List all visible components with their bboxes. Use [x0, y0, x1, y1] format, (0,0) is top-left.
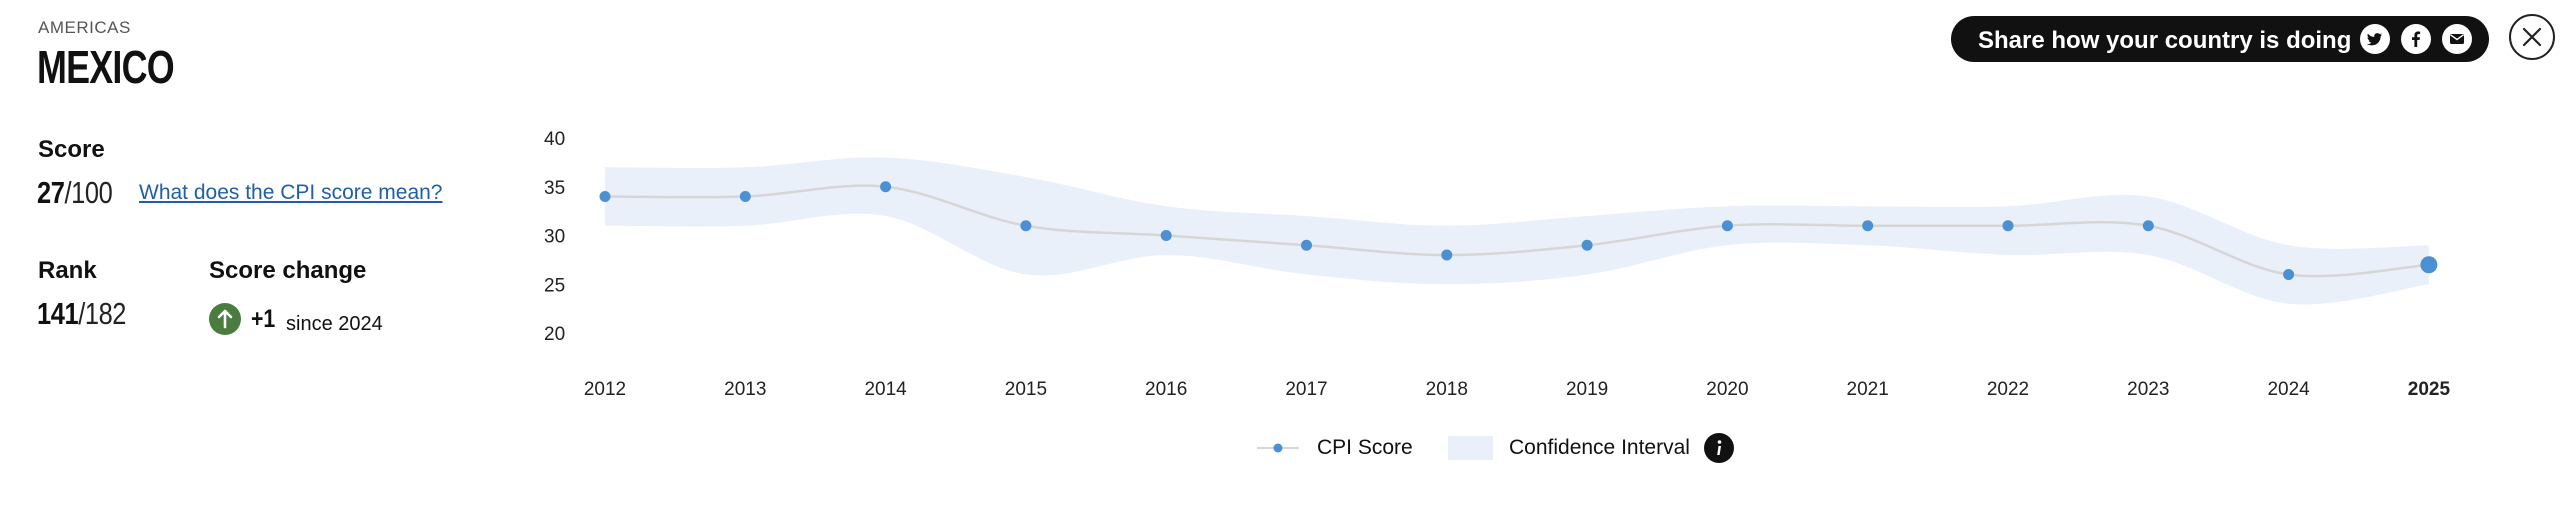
score-change-since: since 2024 — [286, 313, 383, 335]
x-tick-2018: 2018 — [1426, 379, 1468, 400]
data-point-2015[interactable] — [1020, 220, 1032, 232]
confidence-interval-band — [605, 157, 2429, 305]
data-point-2017[interactable] — [1301, 239, 1312, 251]
x-tick-2024: 2024 — [2267, 379, 2310, 400]
arrow-up-icon — [209, 303, 241, 335]
y-tick-35: 35 — [544, 178, 565, 199]
data-point-2013[interactable] — [739, 191, 751, 202]
x-tick-2015: 2015 — [1005, 379, 1047, 400]
y-tick-25: 25 — [544, 275, 565, 296]
data-point-2025[interactable] — [2420, 256, 2438, 274]
score-change-label: Score change — [209, 257, 367, 284]
country-title: MEXICO — [37, 41, 175, 93]
score-change-value: +1 — [251, 305, 276, 333]
cpi-score-meaning-link[interactable]: What does the CPI score mean? — [139, 181, 443, 204]
region-label: AMERICAS — [38, 18, 131, 37]
data-point-2021[interactable] — [1862, 220, 1874, 232]
data-point-2020[interactable] — [1721, 220, 1733, 232]
y-tick-30: 30 — [544, 227, 565, 248]
x-tick-2022: 2022 — [1987, 379, 2029, 400]
twitter-icon[interactable] — [2360, 24, 2390, 54]
y-tick-40: 40 — [544, 129, 565, 150]
x-tick-2013: 2013 — [724, 379, 766, 400]
x-tick-2025: 2025 — [2408, 379, 2451, 400]
share-bar: Share how your country is doing — [1951, 16, 2489, 62]
x-tick-2014: 2014 — [864, 379, 907, 400]
legend-score-label: CPI Score — [1317, 436, 1413, 459]
score-number: 27 — [37, 175, 65, 210]
rank-label: Rank — [38, 257, 97, 284]
data-point-2022[interactable] — [2002, 220, 2014, 232]
rank-value: 141/182 — [37, 296, 126, 332]
share-label: Share how your country is doing — [1978, 27, 2352, 54]
score-max: /100 — [64, 175, 113, 210]
rank-number: 141 — [37, 296, 79, 331]
x-tick-2016: 2016 — [1145, 379, 1187, 400]
x-tick-2017: 2017 — [1285, 379, 1327, 400]
data-point-2018[interactable] — [1441, 249, 1453, 261]
close-icon[interactable] — [2509, 14, 2555, 60]
data-point-2016[interactable] — [1160, 230, 1172, 241]
legend-ci-swatch — [1448, 436, 1493, 460]
x-tick-2020: 2020 — [1706, 379, 1748, 400]
legend-score-swatch — [1257, 443, 1299, 453]
data-point-2012[interactable] — [599, 191, 611, 202]
score-label: Score — [38, 136, 105, 163]
y-tick-20: 20 — [544, 324, 565, 345]
email-icon[interactable] — [2442, 24, 2472, 54]
data-point-2019[interactable] — [1581, 239, 1593, 251]
data-point-2014[interactable] — [880, 181, 892, 193]
x-tick-2021: 2021 — [1847, 379, 1889, 400]
cpi-score-line — [604, 184, 2429, 278]
x-tick-2019: 2019 — [1566, 379, 1608, 400]
info-icon[interactable] — [1704, 433, 1734, 463]
score-value: 27/100 — [37, 175, 113, 211]
x-tick-2023: 2023 — [2127, 379, 2169, 400]
facebook-icon[interactable] — [2401, 24, 2431, 54]
legend-ci-label: Confidence Interval — [1509, 436, 1690, 459]
data-point-2023[interactable] — [2142, 220, 2154, 232]
rank-total: /182 — [78, 296, 127, 331]
x-tick-2012: 2012 — [584, 379, 626, 400]
data-point-2024[interactable] — [2283, 269, 2295, 280]
